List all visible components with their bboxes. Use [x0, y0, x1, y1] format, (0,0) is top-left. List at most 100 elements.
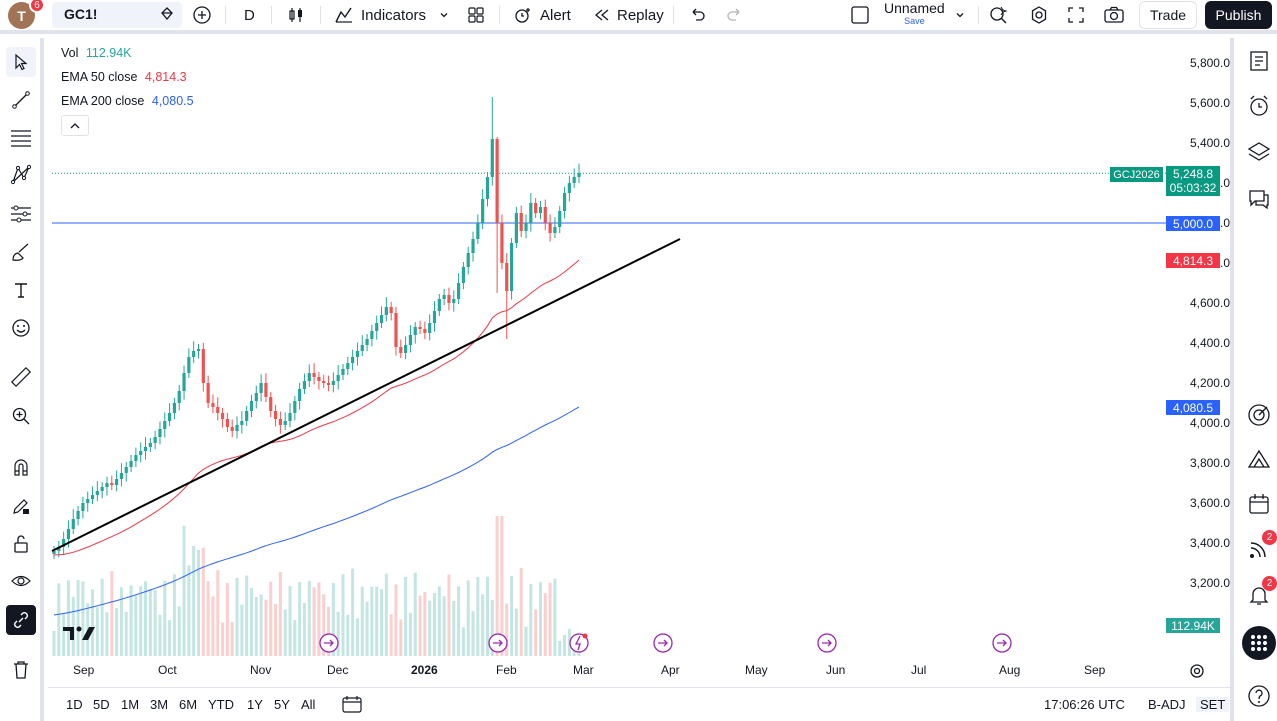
price-chart[interactable]	[44, 38, 1230, 687]
trade-button[interactable]: Trade	[1139, 1, 1197, 29]
volume-bar	[274, 604, 278, 656]
range-button-1y[interactable]: 1Y	[247, 697, 263, 712]
volume-bar	[380, 589, 384, 656]
candle-body	[288, 413, 292, 421]
cursor-icon[interactable]	[6, 47, 36, 77]
indicators-chevron-icon[interactable]	[438, 5, 450, 25]
adjustment-toggle[interactable]: B-ADJ	[1148, 697, 1186, 712]
session-toggle[interactable]: SET	[1196, 697, 1230, 712]
candle-body	[192, 351, 196, 357]
ruler-tool-icon[interactable]	[6, 362, 36, 392]
target-icon[interactable]	[1244, 400, 1274, 430]
volume-bar	[558, 641, 562, 656]
magnet-icon[interactable]	[6, 452, 36, 482]
lock-icon[interactable]	[6, 529, 36, 559]
text-tool-icon[interactable]	[6, 275, 36, 305]
range-button-3m[interactable]: 3M	[150, 697, 169, 712]
layout-name[interactable]: Unnamed Save	[884, 1, 945, 28]
help-icon[interactable]	[1244, 681, 1274, 711]
volume-bar	[331, 582, 335, 656]
volume-bar	[158, 614, 162, 656]
event-marker-icon[interactable]	[653, 633, 673, 656]
candle-body	[423, 329, 427, 333]
layout-chevron-icon[interactable]	[954, 5, 966, 25]
volume-bar	[548, 582, 552, 656]
notifications-bell-icon[interactable]: 2	[1244, 576, 1277, 610]
symbol-tag: GCJ2026	[1110, 167, 1163, 182]
news-feed-icon[interactable]: 2	[1244, 530, 1277, 564]
replay-button[interactable]: Replay	[593, 5, 664, 25]
symbol-search[interactable]: GC1!	[52, 2, 182, 28]
add-symbol-icon[interactable]	[192, 5, 212, 25]
camera-icon[interactable]	[1103, 5, 1125, 25]
range-button-5d[interactable]: 5D	[93, 697, 110, 712]
publish-button[interactable]: Publish	[1205, 1, 1272, 29]
event-marker-icon[interactable]	[817, 633, 837, 656]
calendar-icon[interactable]	[1244, 489, 1274, 519]
interval-button[interactable]: D	[244, 6, 255, 24]
range-button-1m[interactable]: 1M	[121, 697, 140, 712]
eye-icon[interactable]	[6, 566, 36, 596]
alerts-clock-icon[interactable]	[1244, 91, 1274, 121]
undo-icon[interactable]	[688, 5, 706, 25]
range-button-6m[interactable]: 6M	[179, 697, 198, 712]
volume-bar	[355, 618, 359, 656]
chart-area[interactable]	[44, 38, 1230, 687]
redo-icon[interactable]	[726, 5, 744, 25]
diamond-icon[interactable]	[160, 7, 174, 24]
pencil-lock-icon[interactable]	[6, 491, 36, 521]
candle-body	[346, 363, 350, 369]
apps-grid-icon[interactable]	[1242, 626, 1276, 660]
pattern-tool-icon[interactable]	[6, 160, 36, 190]
event-marker-icon[interactable]	[992, 633, 1012, 656]
indicators-button[interactable]: Indicators	[334, 5, 426, 25]
link-icon[interactable]	[6, 605, 36, 635]
quick-search-icon[interactable]	[989, 5, 1009, 25]
volume-bar	[500, 516, 504, 656]
trendline-tool-icon[interactable]	[6, 85, 36, 115]
axis-settings-icon[interactable]	[1188, 662, 1206, 683]
range-button-5y[interactable]: 5Y	[274, 697, 290, 712]
chat-icon[interactable]	[1244, 184, 1274, 214]
range-button-1d[interactable]: 1D	[66, 697, 83, 712]
utc-clock[interactable]: 17:06:26 UTC	[1044, 697, 1125, 712]
avatar-letter: T	[17, 7, 26, 24]
candle-body	[206, 383, 210, 403]
range-button-ytd[interactable]: YTD	[208, 697, 234, 712]
fullscreen-icon[interactable]	[1067, 5, 1085, 25]
watchlist-icon[interactable]	[1244, 46, 1274, 76]
candle-body	[389, 307, 393, 313]
event-marker-icon[interactable]	[319, 633, 339, 656]
volume-bar	[211, 596, 215, 656]
candle-body	[90, 495, 95, 499]
candle-body	[538, 207, 543, 213]
candle-body	[201, 349, 205, 383]
emoji-tool-icon[interactable]	[6, 313, 36, 343]
layout-checkbox-icon[interactable]	[850, 5, 870, 25]
settings-gear-icon[interactable]	[1029, 5, 1049, 25]
candle-body	[143, 447, 148, 451]
layers-icon[interactable]	[1244, 137, 1274, 167]
layout-save[interactable]: Save	[904, 16, 925, 26]
pine-editor-icon[interactable]	[1244, 444, 1274, 474]
goto-date-icon[interactable]	[341, 694, 363, 717]
event-marker-icon[interactable]	[488, 633, 508, 656]
legend-collapse-button[interactable]	[61, 115, 89, 136]
earnings-marker-icon[interactable]	[569, 633, 589, 656]
layouts-grid-icon[interactable]	[466, 5, 486, 25]
alert-button[interactable]: Alert	[513, 5, 571, 25]
volume-bar	[66, 580, 70, 656]
candle-body	[379, 315, 384, 323]
volume-bar	[201, 547, 205, 656]
volume-bar	[76, 580, 80, 656]
fib-tool-icon[interactable]	[6, 123, 36, 153]
candles-icon[interactable]	[287, 5, 305, 25]
zoom-in-icon[interactable]	[6, 401, 36, 431]
time-axis-label: 2026	[411, 663, 438, 677]
candle-body	[481, 199, 485, 223]
range-button-all[interactable]: All	[301, 697, 316, 712]
brush-tool-icon[interactable]	[6, 237, 36, 267]
forecasting-tool-icon[interactable]	[6, 199, 36, 229]
trash-icon[interactable]	[6, 655, 36, 685]
volume-bar	[148, 589, 152, 656]
